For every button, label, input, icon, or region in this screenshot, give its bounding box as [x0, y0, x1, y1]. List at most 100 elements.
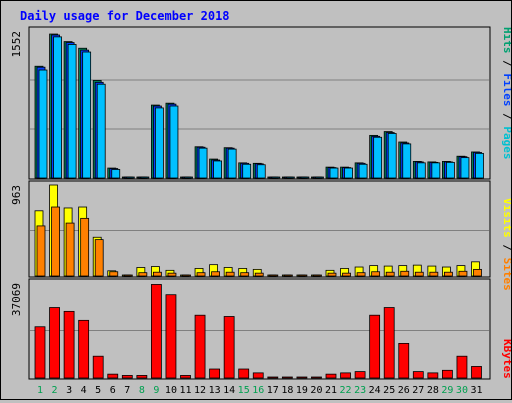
visits-bar-sites-day-25 [385, 271, 395, 277]
day-label-9: 9 [153, 385, 159, 396]
hits-bar-pages-day-5 [96, 83, 106, 179]
visits-bar-sites-day-18 [283, 274, 293, 277]
day-label-10: 10 [165, 385, 177, 396]
visits-bar-sites-day-19 [298, 274, 308, 277]
kbytes-bar-kbytes-day-23 [354, 371, 366, 379]
hits-bar-pages-day-28 [431, 162, 441, 179]
visits-bar-sites-day-6 [109, 271, 119, 277]
day-label-13: 13 [209, 385, 221, 396]
visits-max-label: 963 [10, 185, 23, 205]
day-label-22: 22 [340, 385, 352, 396]
kbytes-bar-kbytes-day-12 [194, 314, 206, 379]
kbytes-bar-kbytes-day-30 [456, 355, 468, 379]
hits-bar-pages-day-13 [213, 160, 223, 179]
kbytes-bar-kbytes-day-8 [136, 375, 148, 379]
kbytes-bar-kbytes-day-29 [441, 369, 453, 379]
day-label-30: 30 [456, 385, 468, 396]
hits-bar-pages-day-12 [198, 147, 208, 179]
kbytes-panel [28, 278, 491, 380]
visits-bar-sites-day-7 [123, 274, 133, 277]
day-label-4: 4 [81, 385, 87, 396]
legend-hits: Hits [501, 27, 511, 54]
visits-bar-sites-day-29 [443, 271, 453, 277]
kbytes-bar-kbytes-day-18 [281, 376, 293, 379]
kbytes-bar-kbytes-day-17 [267, 376, 279, 379]
visits-bar-sites-day-5 [94, 239, 104, 277]
kbytes-bar-kbytes-day-15 [238, 368, 250, 379]
kbytes-bar-kbytes-day-11 [180, 375, 191, 379]
legend-visits: Visits [501, 198, 511, 238]
hits-bar-pages-day-2 [53, 36, 62, 179]
hits-bar-pages-day-23 [358, 163, 368, 179]
day-label-31: 31 [470, 385, 482, 396]
hits-bar-pages-day-20 [315, 176, 324, 179]
visits-bar-sites-day-16 [254, 272, 264, 277]
kbytes-bar-kbytes-day-24 [369, 314, 381, 379]
hits-bar-pages-day-19 [300, 176, 310, 179]
visits-bar-sites-day-9 [152, 271, 162, 277]
kbytes-bar-kbytes-day-6 [107, 373, 119, 379]
day-label-29: 29 [441, 385, 453, 396]
kbytes-max-label: 37069 [10, 283, 23, 316]
hits-bar-pages-day-21 [329, 167, 339, 179]
day-label-7: 7 [124, 385, 130, 396]
hits-panel [28, 26, 491, 180]
day-label-18: 18 [281, 385, 293, 396]
day-label-12: 12 [194, 385, 206, 396]
visits-bar-sites-day-3 [65, 222, 75, 277]
day-label-23: 23 [354, 385, 366, 396]
hits-bar-pages-day-9 [154, 107, 164, 179]
visits-panel [28, 180, 491, 278]
kbytes-bar-kbytes-day-31 [471, 366, 482, 379]
day-label-1: 1 [37, 385, 43, 396]
hits-bar-pages-day-25 [387, 133, 397, 179]
day-label-8: 8 [139, 385, 145, 396]
svg-text:Visits / Sites: Visits / Sites [501, 198, 511, 291]
day-label-16: 16 [252, 385, 264, 396]
kbytes-bar-kbytes-day-26 [398, 343, 410, 379]
kbytes-legend: KBytes [501, 339, 512, 379]
hits-bar-pages-day-26 [402, 143, 412, 179]
visits-bar-sites-day-13 [211, 271, 221, 277]
legend-pages: Pages [501, 126, 511, 159]
visits-bar-sites-day-24 [371, 271, 381, 277]
hits-bar-pages-day-17 [271, 176, 281, 179]
day-label-24: 24 [369, 385, 381, 396]
day-label-17: 17 [267, 385, 279, 396]
visits-bar-sites-day-14 [225, 271, 235, 277]
day-label-3: 3 [66, 385, 72, 396]
visits-bar-sites-day-22 [342, 272, 351, 277]
visits-bar-sites-day-28 [429, 271, 439, 277]
hits-bar-pages-day-27 [416, 162, 426, 179]
day-label-15: 15 [238, 385, 250, 396]
visits-bar-sites-day-20 [313, 274, 322, 277]
hits-bar-pages-day-14 [227, 148, 237, 179]
hits-bar-pages-day-18 [285, 176, 295, 179]
kbytes-bar-kbytes-day-20 [311, 376, 322, 379]
kbytes-bar-kbytes-day-10 [165, 294, 177, 379]
day-label-5: 5 [95, 385, 101, 396]
day-label-14: 14 [223, 385, 235, 396]
legend-sites: Sites [501, 258, 511, 291]
hits-bar-pages-day-3 [67, 44, 77, 179]
hits-bar-pages-day-31 [475, 152, 484, 179]
legend-kbytes: KBytes [501, 339, 511, 379]
day-label-11: 11 [179, 385, 191, 396]
kbytes-bar-kbytes-day-14 [223, 316, 235, 379]
visits-bar-sites-day-21 [327, 272, 337, 277]
day-label-19: 19 [296, 385, 308, 396]
day-label-20: 20 [310, 385, 322, 396]
visits-bar-sites-day-2 [51, 206, 60, 277]
hits-bar-pages-day-11 [184, 176, 193, 179]
kbytes-bar-kbytes-day-13 [209, 368, 221, 379]
kbytes-bar-kbytes-day-25 [383, 307, 395, 379]
kbytes-bar-kbytes-day-28 [427, 372, 439, 379]
visits-bar-sites-day-1 [36, 225, 46, 277]
day-label-21: 21 [325, 385, 337, 396]
svg-text:Hits / Files / Pages: Hits / Files / Pages [501, 27, 511, 160]
day-label-26: 26 [398, 385, 410, 396]
hits-bar-pages-day-6 [111, 169, 121, 179]
day-label-6: 6 [110, 385, 116, 396]
visits-bar-sites-day-27 [414, 271, 424, 277]
